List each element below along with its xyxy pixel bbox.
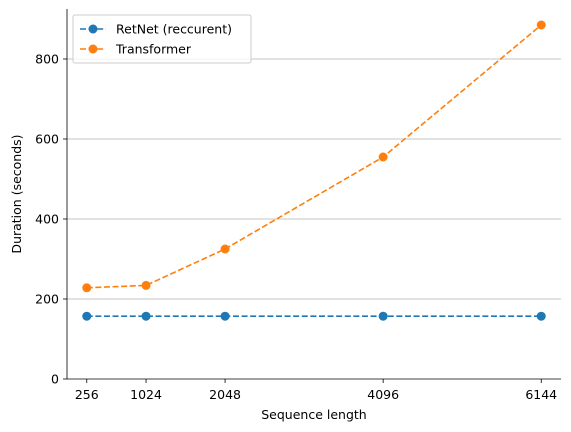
legend-box bbox=[72, 14, 252, 64]
data-point bbox=[220, 311, 230, 321]
legend-label: Transformer bbox=[115, 42, 192, 57]
x-tick-label: 256 bbox=[75, 387, 99, 402]
data-point bbox=[220, 244, 230, 254]
grid-lines bbox=[67, 58, 561, 300]
data-point bbox=[82, 311, 92, 321]
y-tick-label: 600 bbox=[35, 132, 59, 147]
legend: RetNet (reccurent) Transformer bbox=[72, 14, 252, 64]
data-point bbox=[378, 152, 388, 162]
legend-swatch-marker bbox=[88, 44, 98, 54]
axes bbox=[66, 9, 561, 380]
data-point bbox=[141, 311, 151, 321]
x-tick-label: 2048 bbox=[209, 387, 241, 402]
data-point bbox=[536, 20, 546, 30]
y-axis-label: Duration (seconds) bbox=[9, 134, 24, 253]
series-lines bbox=[82, 20, 546, 321]
y-tick-label: 200 bbox=[35, 292, 59, 307]
legend-swatch-marker bbox=[88, 24, 98, 34]
x-tick-label: 6144 bbox=[525, 387, 557, 402]
y-tick-label: 0 bbox=[51, 372, 59, 387]
y-tick-label: 800 bbox=[35, 52, 59, 67]
data-point bbox=[141, 280, 151, 290]
x-tick-label: 4096 bbox=[367, 387, 399, 402]
x-tick-label: 1024 bbox=[130, 387, 162, 402]
data-point bbox=[82, 283, 92, 293]
x-axis-label: Sequence length bbox=[261, 407, 366, 422]
tick-labels: 0 200 400 600 800 256 1024 2048 4096 6144 bbox=[35, 52, 557, 403]
data-point bbox=[536, 311, 546, 321]
legend-label: RetNet (reccurent) bbox=[116, 22, 232, 37]
series-line bbox=[86, 24, 542, 289]
data-point bbox=[378, 311, 388, 321]
y-tick-label: 400 bbox=[35, 212, 59, 227]
